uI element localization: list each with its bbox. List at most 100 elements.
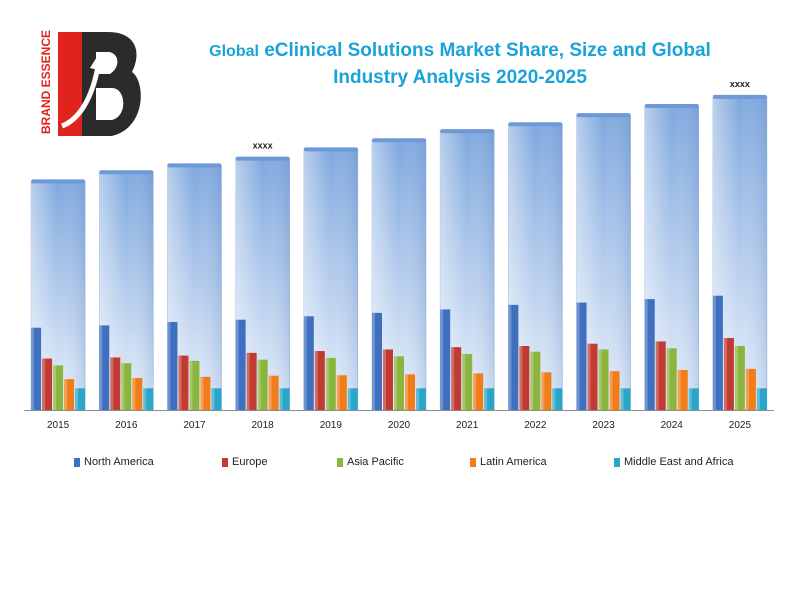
bar-europe-2017 <box>178 355 189 410</box>
bar-highlight-3-2016 <box>132 378 136 410</box>
bar-highlight-0-2024 <box>644 299 648 410</box>
total-bar-cap-2025 <box>712 94 767 99</box>
bar-highlight-3-2020 <box>405 374 408 410</box>
bar-europe-2025 <box>723 338 734 410</box>
bar-middle-east-and-africa-2020 <box>416 388 426 410</box>
bar-highlight-3-2022 <box>541 372 545 410</box>
bar-highlight-4-2022 <box>552 388 556 410</box>
total-bar-cap-2016 <box>99 170 154 175</box>
bar-highlight-0-2015 <box>31 327 35 410</box>
bar-highlight-1-2018 <box>246 352 250 410</box>
bar-middle-east-and-africa-2017 <box>211 388 222 410</box>
bar-latin-america-2019 <box>336 375 347 410</box>
x-tick-label-2016: 2016 <box>115 420 138 431</box>
x-tick-label-2017: 2017 <box>183 420 206 431</box>
total-bar-cap-2018 <box>235 156 290 161</box>
total-bar-cap-2021 <box>440 129 495 134</box>
bar-asia-pacific-2019 <box>325 357 336 410</box>
bar-highlight-3-2015 <box>64 379 68 410</box>
chart-title-prefix: Global <box>209 43 259 60</box>
bar-north-america-2024 <box>644 299 655 410</box>
bar-europe-2023 <box>587 343 598 410</box>
bar-latin-america-2017 <box>200 376 211 410</box>
bar-north-america-2019 <box>303 316 314 410</box>
bar-middle-east-and-africa-2023 <box>620 388 631 410</box>
total-bar-cap-2022 <box>508 122 563 127</box>
legend-swatch <box>337 457 343 467</box>
bar-asia-pacific-2022 <box>530 351 541 410</box>
bar-latin-america-2016 <box>132 378 143 410</box>
x-tick-label-2021: 2021 <box>456 420 479 431</box>
bar-asia-pacific-2025 <box>734 346 745 410</box>
bar-highlight-4-2021 <box>484 388 488 410</box>
bar-north-america-2025 <box>712 295 723 410</box>
annotation-2018: xxxx <box>253 141 273 151</box>
bar-highlight-2-2020 <box>394 356 397 410</box>
bar-highlight-4-2020 <box>416 388 419 410</box>
bar-north-america-2022 <box>508 304 519 410</box>
bar-latin-america-2025 <box>745 368 756 410</box>
bar-middle-east-and-africa-2025 <box>756 388 767 410</box>
total-bar-cap-2015 <box>31 179 86 184</box>
bar-asia-pacific-2016 <box>121 363 132 410</box>
bar-highlight-0-2019 <box>303 316 307 410</box>
bar-north-america-2016 <box>99 325 110 410</box>
logo-arrow-head <box>90 52 106 72</box>
bar-highlight-1-2016 <box>110 357 114 410</box>
bar-highlight-3-2025 <box>745 368 749 410</box>
x-tick-label-2015: 2015 <box>47 420 70 431</box>
legend-item-north-america: North America <box>74 456 154 468</box>
bar-highlight-2-2025 <box>734 346 738 410</box>
bar-latin-america-2022 <box>541 372 552 410</box>
bar-highlight-0-2018 <box>235 319 239 410</box>
annotation-2025: xxxx <box>730 79 750 89</box>
bars-layer <box>30 94 768 411</box>
bar-europe-2016 <box>110 357 121 410</box>
bar-highlight-4-2016 <box>143 388 147 410</box>
bar-latin-america-2020 <box>405 374 415 410</box>
bar-highlight-4-2018 <box>279 388 283 410</box>
bar-asia-pacific-2024 <box>666 348 677 410</box>
bar-middle-east-and-africa-2016 <box>143 388 154 410</box>
bar-highlight-4-2019 <box>347 388 351 410</box>
bar-highlight-3-2018 <box>268 375 272 410</box>
chart-title: Global eClinical Solutions Market Share,… <box>160 38 760 91</box>
bar-latin-america-2021 <box>473 373 484 410</box>
bar-europe-2021 <box>451 347 462 410</box>
bar-north-america-2017 <box>167 322 178 410</box>
bar-north-america-2015 <box>31 327 42 410</box>
brand-essence-logo: BRAND ESSENCE <box>39 30 141 136</box>
bar-middle-east-and-africa-2019 <box>347 388 358 410</box>
bar-highlight-1-2024 <box>655 341 659 410</box>
bar-highlight-1-2015 <box>42 358 46 410</box>
bar-north-america-2021 <box>440 309 451 410</box>
bar-europe-2022 <box>519 346 530 410</box>
bar-north-america-2023 <box>576 302 587 410</box>
chart-legend: North America Europe Asia Pacific Latin Ame… <box>0 456 800 472</box>
bar-middle-east-and-africa-2015 <box>75 388 86 410</box>
bar-highlight-2-2022 <box>530 351 534 410</box>
total-bar-cap-2019 <box>303 147 358 152</box>
bar-asia-pacific-2018 <box>257 359 268 410</box>
bar-highlight-2-2023 <box>598 349 602 410</box>
bar-middle-east-and-africa-2022 <box>552 388 563 410</box>
bar-highlight-2-2021 <box>462 354 466 410</box>
bar-highlight-4-2017 <box>211 388 215 410</box>
bar-europe-2020 <box>383 349 393 410</box>
bar-europe-2018 <box>246 352 257 410</box>
legend-swatch <box>470 457 476 467</box>
bar-asia-pacific-2021 <box>462 354 473 410</box>
bar-north-america-2020 <box>372 312 382 410</box>
legend-label: Latin America <box>480 456 547 468</box>
bar-highlight-1-2021 <box>451 347 455 410</box>
total-bar-cap-2017 <box>167 163 222 168</box>
bar-highlight-4-2023 <box>620 388 624 410</box>
bar-highlight-3-2017 <box>200 376 204 410</box>
bar-highlight-2-2015 <box>53 365 57 410</box>
x-tick-label-2024: 2024 <box>661 420 684 431</box>
legend-item-asia-pacific: Asia Pacific <box>337 456 404 468</box>
bar-europe-2015 <box>42 358 53 410</box>
total-bar-cap-2020 <box>372 138 426 143</box>
bar-latin-america-2024 <box>677 370 688 410</box>
legend-swatch <box>222 457 228 467</box>
